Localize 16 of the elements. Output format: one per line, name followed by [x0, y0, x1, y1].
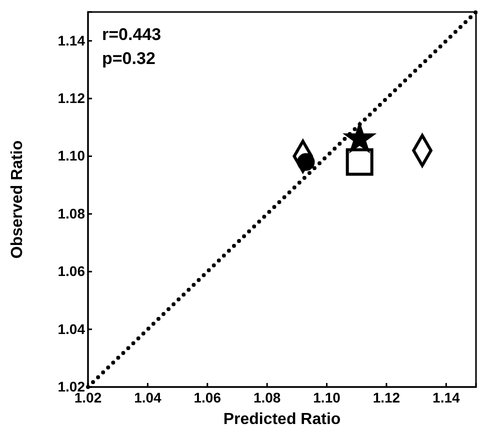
y-tick-label: 1.10: [58, 148, 86, 164]
x-tick-label: 1.04: [134, 390, 162, 406]
x-axis-title: Predicted Ratio: [223, 411, 341, 428]
y-tick-label: 1.14: [58, 32, 86, 48]
x-tick-label: 1.10: [313, 390, 341, 406]
annotation: p=0.32: [102, 49, 156, 68]
y-tick-label: 1.12: [58, 90, 86, 106]
y-tick-label: 1.08: [58, 205, 86, 222]
y-tick-label: 1.06: [58, 263, 86, 280]
x-tick-label: 1.06: [194, 390, 222, 406]
x-tick-label: 1.08: [253, 390, 281, 406]
y-tick-label: 1.04: [58, 320, 86, 337]
x-tick-label: 1.12: [372, 390, 400, 406]
x-tick-label: 1.14: [432, 390, 460, 406]
y-axis-title: Observed Ratio: [9, 140, 26, 259]
annotation: r=0.443: [102, 25, 162, 44]
